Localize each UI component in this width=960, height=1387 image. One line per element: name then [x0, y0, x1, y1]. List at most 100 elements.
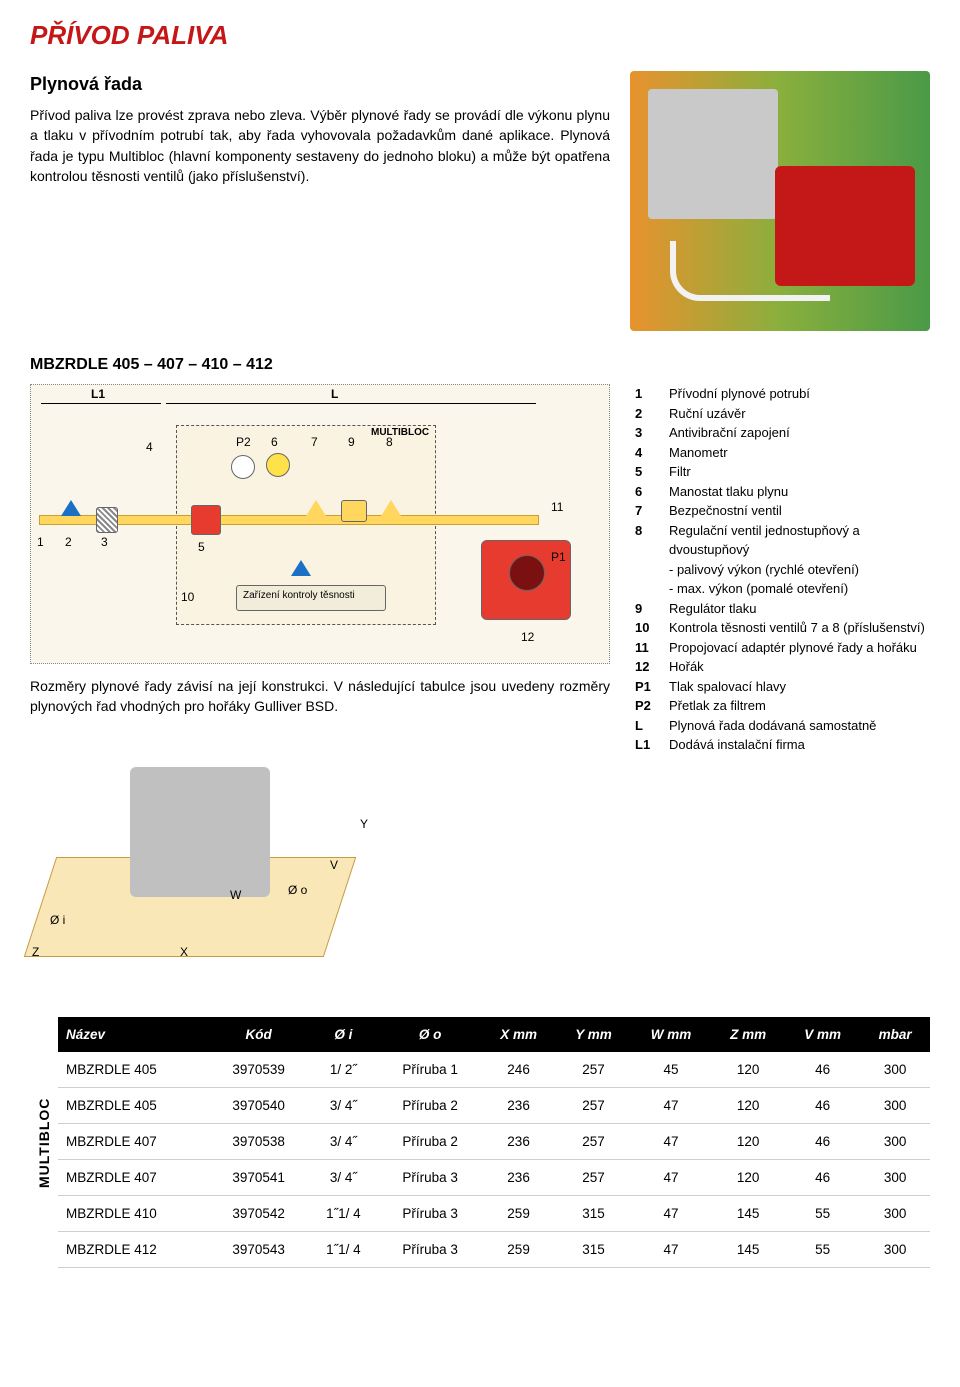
legend-row: 5Filtr	[635, 462, 930, 482]
table-cell: 236	[481, 1087, 556, 1123]
legend-row: P2Přetlak za filtrem	[635, 696, 930, 716]
table-cell: 300	[860, 1231, 930, 1267]
table-header-cell: Název	[58, 1017, 210, 1052]
table-cell: 46	[785, 1087, 860, 1123]
legend-value: Přetlak za filtrem	[669, 696, 930, 716]
table-cell: 3970539	[210, 1052, 308, 1088]
legend-key: 8	[635, 521, 659, 599]
legend-row: 2Ruční uzávěr	[635, 404, 930, 424]
table-cell: 47	[631, 1195, 711, 1231]
table-cell: MBZRDLE 407	[58, 1123, 210, 1159]
dim-label-v: V	[330, 858, 338, 872]
legend-value: Filtr	[669, 462, 930, 482]
leak-test-valve-icon	[291, 560, 311, 576]
schematic-node-2: 2	[65, 535, 72, 549]
table-cell: 46	[785, 1159, 860, 1195]
photo-hose	[670, 241, 830, 301]
legend-row: 3Antivibrační zapojení	[635, 423, 930, 443]
table-cell: 315	[556, 1231, 631, 1267]
legend-row: 4Manometr	[635, 443, 930, 463]
table-cell: 300	[860, 1052, 930, 1088]
table-cell: 246	[481, 1052, 556, 1088]
table-cell: 300	[860, 1159, 930, 1195]
table-row: MBZRDLE 41039705421˝1/ 4Příruba 32593154…	[58, 1195, 930, 1231]
table-cell: 3/ 4˝	[307, 1087, 379, 1123]
product-photo	[630, 71, 930, 331]
legend-value: Dodává instalační firma	[669, 735, 930, 755]
table-row: MBZRDLE 40539705391/ 2˝Příruba 124625745…	[58, 1052, 930, 1088]
schematic-node-p1: P1	[551, 550, 566, 564]
legend-key: 4	[635, 443, 659, 463]
legend-key: 10	[635, 618, 659, 638]
table-cell: 45	[631, 1052, 711, 1088]
schematic-node-9: 9	[348, 435, 355, 449]
table-cell: 120	[711, 1159, 785, 1195]
schematic-node-9-icon	[341, 500, 367, 522]
multibloc-label: MULTIBLOC	[371, 427, 429, 438]
table-header-cell: Kód	[210, 1017, 308, 1052]
legend-value: Manostat tlaku plynu	[669, 482, 930, 502]
dim-device	[130, 767, 270, 897]
table-header-cell: Ø i	[307, 1017, 379, 1052]
page-title: PŘÍVOD PALIVA	[30, 20, 930, 51]
legend-key: P1	[635, 677, 659, 697]
schematic-node-5: 5	[198, 540, 205, 554]
legend-key: 2	[635, 404, 659, 424]
burner-p1-icon	[509, 555, 545, 591]
schematic-node-p2-icon	[231, 455, 255, 479]
dim-label-z: Z	[32, 945, 39, 959]
legend-value: Přívodní plynové potrubí	[669, 384, 930, 404]
legend-value: Regulátor tlaku	[669, 599, 930, 619]
legend-row: 6Manostat tlaku plynu	[635, 482, 930, 502]
legend-row: LPlynová řada dodávaná samostatně	[635, 716, 930, 736]
table-cell: 300	[860, 1087, 930, 1123]
dim-label-w: W	[230, 888, 241, 902]
table-cell: 3/ 4˝	[307, 1159, 379, 1195]
table-header-row: NázevKódØ iØ oX mmY mmW mmZ mmV mmmbar	[58, 1017, 930, 1052]
legend-row: 9 Regulátor tlaku	[635, 599, 930, 619]
table-cell: 3970540	[210, 1087, 308, 1123]
table-vertical-label: MULTIBLOC	[30, 1017, 58, 1268]
table-cell: 3970538	[210, 1123, 308, 1159]
legend-key: L	[635, 716, 659, 736]
table-cell: 1˝1/ 4	[307, 1231, 379, 1267]
dim-label-oo: Ø o	[288, 883, 307, 897]
leak-test-label: Zařízení kontroly těsnosti	[243, 590, 355, 601]
schematic-divider-l1	[41, 403, 161, 404]
table-cell: 315	[556, 1195, 631, 1231]
schematic-node-p2: P2	[236, 435, 251, 449]
schematic-node-6-icon	[266, 453, 290, 477]
schematic-node-4: 4	[146, 440, 153, 454]
table-header-cell: Y mm	[556, 1017, 631, 1052]
schematic-node-11: 11	[551, 500, 563, 514]
table-cell: 3970543	[210, 1231, 308, 1267]
legend-value: Tlak spalovací hlavy	[669, 677, 930, 697]
legend-key: 1	[635, 384, 659, 404]
table-cell: MBZRDLE 405	[58, 1052, 210, 1088]
schematic-label-l1: L1	[91, 387, 105, 401]
table-cell: 236	[481, 1159, 556, 1195]
legend-row: 11Propojovací adaptér plynové řady a hoř…	[635, 638, 930, 658]
table-cell: 259	[481, 1195, 556, 1231]
table-cell: 3/ 4˝	[307, 1123, 379, 1159]
legend-key: 12	[635, 657, 659, 677]
table-cell: 3970542	[210, 1195, 308, 1231]
schematic-row: L1 L MULTIBLOC Zařízení kontroly těsnost…	[30, 384, 930, 997]
table-cell: Příruba 3	[379, 1231, 481, 1267]
legend-row: L1Dodává instalační firma	[635, 735, 930, 755]
legend-row: 10Kontrola těsnosti ventilů 7 a 8 (přísl…	[635, 618, 930, 638]
table-cell: 145	[711, 1231, 785, 1267]
legend-key: 7	[635, 501, 659, 521]
legend-value: Bezpečnostní ventil	[669, 501, 930, 521]
schematic-divider-l	[166, 403, 536, 404]
table-cell: 257	[556, 1123, 631, 1159]
intro-text-block: Plynová řada Přívod paliva lze provést z…	[30, 71, 610, 331]
schematic-node-2-icon	[61, 500, 81, 516]
legend-key: 9	[635, 599, 659, 619]
table-cell: 55	[785, 1195, 860, 1231]
table-cell: 120	[711, 1052, 785, 1088]
table-cell: 257	[556, 1087, 631, 1123]
table-cell: 55	[785, 1231, 860, 1267]
table-body: MBZRDLE 40539705391/ 2˝Příruba 124625745…	[58, 1052, 930, 1268]
table-cell: 47	[631, 1159, 711, 1195]
